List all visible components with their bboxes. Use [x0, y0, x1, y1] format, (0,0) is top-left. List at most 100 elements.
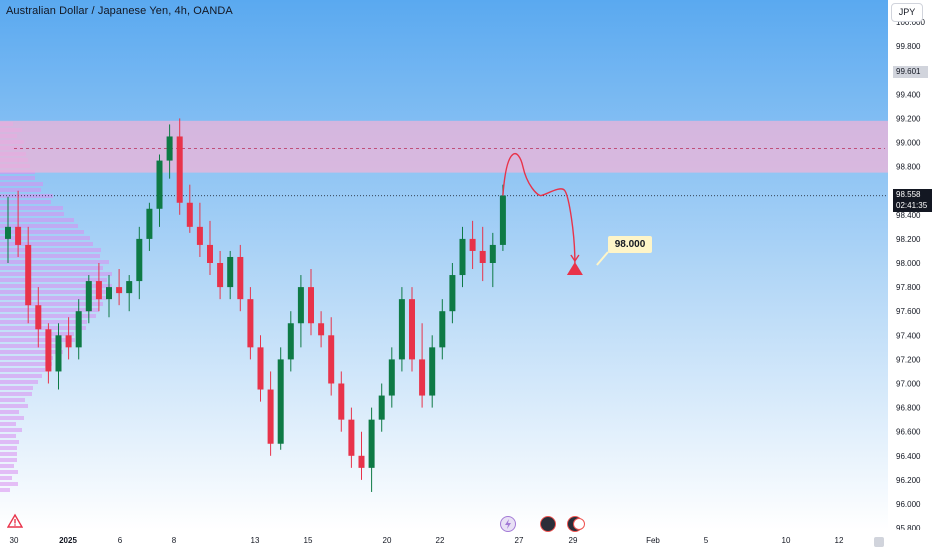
volume-profile-bar [0, 470, 18, 474]
candle-body [207, 244, 213, 263]
price-tick-label: 96.200 [896, 476, 921, 485]
plot-background [0, 0, 888, 530]
volume-profile-bar [0, 308, 99, 312]
price-tick-label: 95.800 [896, 524, 921, 533]
price-tick-label: 96.000 [896, 500, 921, 509]
volume-profile-bar [0, 176, 35, 180]
candle-body [217, 263, 224, 288]
target-triangle-marker [566, 262, 583, 275]
volume-profile-bar [0, 242, 93, 246]
volume-profile-bar [0, 392, 32, 396]
candle-body [489, 244, 496, 263]
price-axis-background [888, 0, 932, 550]
time-tick-label: 2025 [59, 536, 77, 545]
volume-profile-bar [0, 374, 42, 378]
candle-body [469, 238, 476, 251]
chart-title: Australian Dollar / Japanese Yen, 4h, OA… [6, 5, 233, 17]
volume-profile-bar [0, 326, 86, 330]
candle-body [247, 299, 254, 348]
volume-profile-bar [0, 476, 12, 480]
candle-body [378, 395, 385, 420]
volume-profile-bar [0, 428, 22, 432]
candle-body [429, 347, 436, 396]
target-price-callout[interactable]: 98.000 [608, 236, 652, 253]
volume-profile-bar [0, 482, 18, 486]
price-axis[interactable]: 100.000 99.800 99.400 99.200 99.000 98.800 98.… [888, 0, 932, 550]
volume-profile-bar [0, 254, 100, 258]
price-tick-label: 97.400 [896, 331, 921, 340]
candle-body [45, 329, 52, 372]
earnings-icon[interactable] [573, 518, 585, 530]
volume-profile-bar [0, 338, 75, 342]
volume-profile-bar [0, 404, 28, 408]
currency-button[interactable]: JPY [891, 3, 923, 22]
candle-body [338, 383, 345, 420]
warning-triangle-icon[interactable] [7, 513, 23, 529]
volume-profile-bar [0, 362, 52, 366]
volume-profile-bar [0, 332, 74, 336]
price-tick-label: 97.600 [896, 307, 921, 316]
time-tick-label: 27 [515, 536, 524, 545]
price-tick-label: 98.800 [896, 163, 921, 172]
volume-profile-bar [0, 488, 10, 492]
candle-body [156, 160, 163, 209]
price-tick-label: 96.800 [896, 404, 921, 413]
candle-body [15, 226, 22, 245]
volume-profile-bar [0, 206, 63, 210]
volume-profile-bar [0, 452, 17, 456]
volume-profile-bar [0, 356, 53, 360]
projection-path [502, 153, 609, 275]
candle-body [499, 195, 506, 245]
candle-body [65, 335, 72, 348]
projection-curve [502, 153, 576, 264]
candle-body [277, 359, 284, 444]
time-axis[interactable]: 30 2025 6 8 13 15 20 22 27 29 Feb 5 10 12 [0, 530, 932, 550]
volume-profile-bar [0, 416, 24, 420]
time-tick-label: 30 [10, 536, 19, 545]
price-tick-label: 98.200 [896, 235, 921, 244]
price-tick-label: 99.000 [896, 139, 921, 148]
candle-body [318, 323, 325, 336]
price-tick-label: 97.200 [896, 355, 921, 364]
time-tick-label: 29 [569, 536, 578, 545]
candle-body [297, 287, 304, 324]
time-tick-label: 13 [251, 536, 260, 545]
volume-profile-bar [0, 266, 103, 270]
volume-profile-bar [0, 224, 78, 228]
volume-profile-bar [0, 458, 17, 462]
candle-body [388, 359, 395, 396]
axis-scroll-handle[interactable] [874, 537, 884, 547]
candle-body [237, 256, 244, 300]
price-tick-label: 97.800 [896, 283, 921, 292]
volume-profile-bar [0, 434, 16, 438]
candle-body [449, 275, 456, 312]
price-tick-label: 96.400 [896, 452, 921, 461]
candle-body [459, 238, 466, 276]
volume-profile-bar [0, 284, 112, 288]
candle-body [267, 389, 274, 444]
volume-profile-bar [0, 188, 41, 192]
dividend-icon[interactable] [540, 516, 556, 532]
candle-body [479, 250, 486, 263]
volume-profile-bar [0, 344, 62, 348]
candle-body [136, 238, 143, 282]
candle-body [409, 299, 415, 360]
lightning-icon[interactable] [500, 516, 516, 532]
price-tick-label: 97.000 [896, 380, 921, 389]
candle-body [287, 323, 294, 360]
time-tick-label: 10 [782, 536, 791, 545]
candle-body [5, 226, 11, 239]
volume-profile-bar [0, 272, 112, 276]
time-tick-label: 6 [118, 536, 123, 545]
candle-body [116, 287, 123, 294]
candle-body [146, 208, 153, 239]
projection-arrowhead [570, 254, 580, 263]
volume-profile-bar [0, 446, 17, 450]
volume-profile-bar [0, 302, 103, 306]
volume-profile-bar [0, 236, 90, 240]
marker-price-tag: 99.601 [893, 66, 928, 78]
time-tick-label: Feb [646, 536, 660, 545]
candle-body [186, 202, 193, 227]
